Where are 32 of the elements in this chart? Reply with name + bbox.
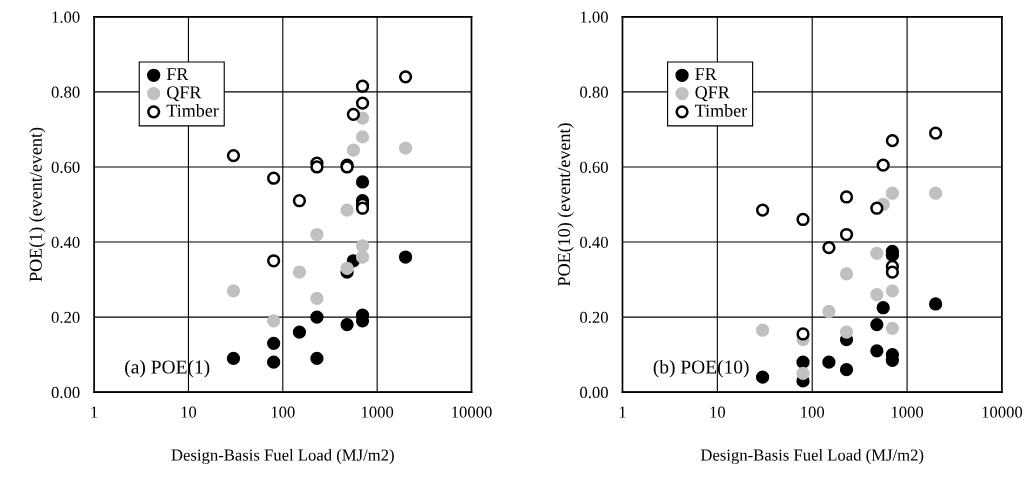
y-tick-label: 0.40: [580, 236, 608, 249]
y-tick-label: 0.40: [51, 236, 80, 249]
x-tick-label: 1: [619, 406, 626, 418]
x-tick-label: 10: [710, 406, 726, 418]
y-tick-label: 0.60: [51, 161, 80, 173]
x-tick-label: 10000: [982, 406, 1023, 418]
x-tick-label: 10: [181, 406, 197, 418]
y-tick-label: 0.00: [580, 386, 608, 399]
x-tick-label: 1: [91, 406, 98, 418]
x-axis-title: Design-Basis Fuel Load (MJ/m2): [171, 448, 394, 465]
y-tick-label: 0.80: [51, 86, 80, 98]
legend-label: QFR: [167, 86, 202, 102]
x-tick-label: 10000: [452, 406, 492, 418]
legend-label: Timber: [166, 104, 219, 117]
x-tick-label: 1000: [891, 406, 924, 418]
y-axis-title: POE(1) (event/event): [29, 127, 46, 282]
legend-label: FR: [695, 68, 717, 80]
y-tick-label: 0.20: [580, 311, 608, 324]
y-tick-label: 1.00: [52, 11, 80, 23]
x-axis-title: Design-Basis Fuel Load (MJ/m2): [700, 448, 924, 465]
y-tick-label: 0.60: [580, 161, 608, 173]
y-tick-label: 0.00: [51, 386, 80, 399]
legend-label: QFR: [695, 86, 730, 102]
legend-label: Timber: [695, 104, 748, 117]
y-axis-title: POE(10) (event/event): [557, 123, 574, 286]
y-tick-label: 0.80: [580, 86, 608, 98]
x-tick-label: 100: [801, 406, 825, 418]
x-tick-label: 1000: [361, 406, 394, 418]
y-tick-label: 0.20: [51, 311, 80, 324]
x-tick-label: 100: [271, 406, 295, 418]
legend-label: FR: [166, 68, 189, 80]
y-tick-label: 1.00: [580, 11, 608, 23]
